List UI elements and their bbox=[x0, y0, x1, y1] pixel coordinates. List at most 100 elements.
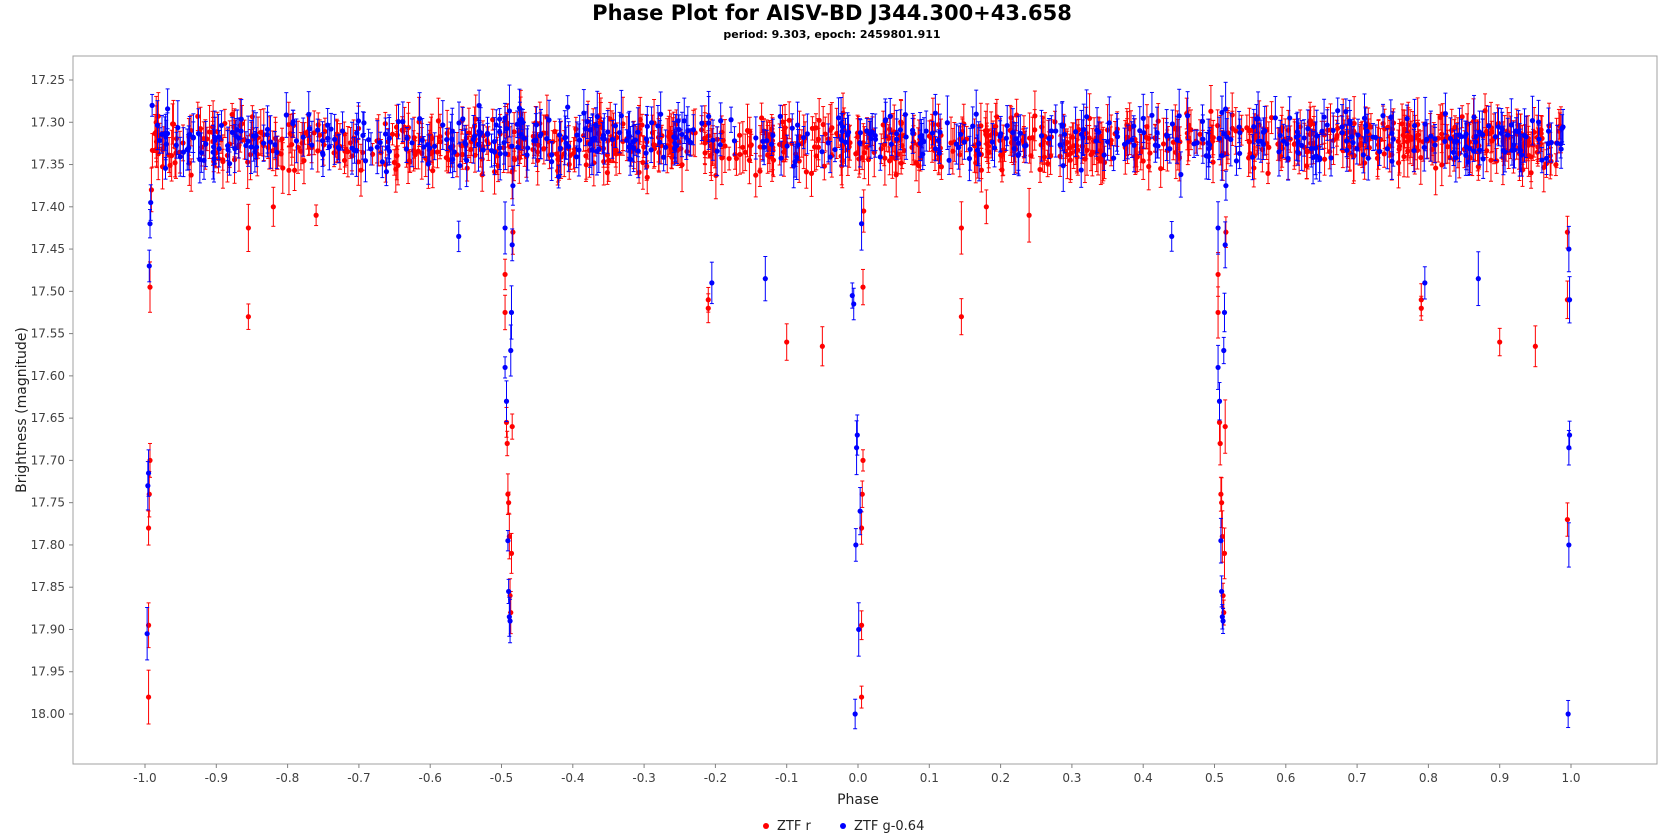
band-point bbox=[1381, 139, 1387, 168]
band-point bbox=[736, 122, 743, 149]
band-point bbox=[1439, 115, 1445, 154]
band-point bbox=[786, 101, 792, 140]
data-point bbox=[702, 140, 708, 146]
data-point bbox=[1233, 158, 1240, 164]
data-point bbox=[1564, 516, 1571, 523]
band-point bbox=[279, 127, 285, 151]
band-point bbox=[291, 149, 298, 192]
x-tick-label: 0.3 bbox=[1062, 771, 1081, 785]
data-point bbox=[881, 142, 887, 148]
data-point bbox=[705, 305, 711, 311]
data-point bbox=[1497, 339, 1503, 345]
data-point bbox=[1404, 133, 1410, 140]
data-point bbox=[504, 440, 510, 447]
data-point bbox=[637, 117, 643, 123]
data-point bbox=[1459, 114, 1465, 120]
data-point bbox=[440, 122, 446, 128]
band-point bbox=[764, 129, 770, 152]
data-point bbox=[331, 150, 337, 156]
band-point bbox=[1069, 122, 1076, 152]
data-point bbox=[311, 130, 317, 136]
data-point bbox=[958, 314, 964, 320]
y-tick-label: 17.85 bbox=[31, 580, 65, 594]
eclipse-point bbox=[1219, 477, 1225, 529]
data-point bbox=[291, 167, 298, 173]
band-point bbox=[1169, 109, 1176, 139]
band-point bbox=[748, 133, 754, 156]
data-point bbox=[552, 128, 558, 135]
band-point bbox=[407, 150, 413, 173]
data-point bbox=[958, 225, 964, 231]
band-point bbox=[389, 123, 396, 146]
data-point bbox=[342, 148, 348, 154]
band-point bbox=[437, 127, 444, 157]
data-point bbox=[1186, 122, 1192, 128]
y-tick-label: 17.25 bbox=[31, 73, 65, 87]
data-point bbox=[950, 148, 956, 154]
eclipse-point bbox=[270, 186, 276, 227]
data-point bbox=[1069, 134, 1076, 140]
data-point bbox=[1244, 125, 1250, 131]
data-point bbox=[503, 419, 510, 425]
data-point bbox=[1528, 154, 1534, 160]
data-point bbox=[859, 491, 865, 497]
data-point bbox=[746, 157, 753, 163]
data-point bbox=[512, 157, 518, 163]
data-point bbox=[1368, 124, 1374, 130]
data-point bbox=[1525, 138, 1532, 145]
band-point bbox=[1244, 114, 1250, 141]
band-point bbox=[1304, 152, 1310, 180]
data-point bbox=[1215, 309, 1221, 316]
data-point bbox=[999, 167, 1005, 173]
band-point bbox=[1114, 112, 1120, 152]
band-point bbox=[808, 149, 815, 197]
x-tick-label: -0.1 bbox=[775, 771, 798, 785]
data-point bbox=[978, 167, 984, 173]
data-point bbox=[1321, 156, 1328, 162]
band-point bbox=[243, 131, 249, 160]
data-point bbox=[1362, 160, 1368, 166]
data-point bbox=[1147, 150, 1153, 156]
band-point bbox=[816, 98, 822, 143]
eclipse-point bbox=[1564, 502, 1571, 537]
data-point bbox=[1146, 163, 1152, 170]
eclipse-point bbox=[1222, 399, 1228, 454]
band-point bbox=[985, 128, 991, 164]
band-point bbox=[740, 121, 746, 174]
data-point bbox=[1397, 143, 1403, 149]
data-point bbox=[1221, 550, 1228, 556]
y-tick-label: 17.90 bbox=[31, 622, 65, 636]
data-point bbox=[1418, 154, 1424, 161]
data-point bbox=[808, 170, 815, 177]
data-point bbox=[858, 622, 865, 628]
x-tick-label: 0.8 bbox=[1419, 771, 1438, 785]
band-point bbox=[667, 109, 673, 155]
band-point bbox=[1026, 112, 1033, 164]
band-point bbox=[440, 100, 446, 150]
eclipse-point bbox=[784, 323, 790, 361]
data-point bbox=[1266, 144, 1272, 151]
band-point bbox=[742, 133, 748, 172]
data-point bbox=[1101, 152, 1107, 158]
data-point bbox=[961, 121, 967, 127]
y-tick-label: 17.50 bbox=[31, 284, 65, 298]
data-point bbox=[1532, 343, 1538, 349]
band-point bbox=[813, 113, 819, 143]
data-point bbox=[613, 147, 619, 153]
band-point bbox=[1233, 146, 1240, 176]
data-point bbox=[497, 151, 503, 157]
data-point bbox=[172, 160, 178, 166]
data-point bbox=[157, 137, 163, 144]
data-point bbox=[742, 149, 748, 155]
data-point bbox=[1045, 160, 1051, 167]
data-point bbox=[985, 143, 991, 149]
eclipse-point bbox=[508, 532, 515, 574]
plot-area bbox=[72, 55, 1658, 765]
data-point bbox=[243, 142, 249, 149]
data-point bbox=[887, 158, 893, 164]
x-tick-label: -0.7 bbox=[347, 771, 370, 785]
data-point bbox=[1134, 154, 1140, 160]
data-point bbox=[1146, 135, 1152, 142]
data-point bbox=[511, 129, 517, 135]
data-point bbox=[1067, 157, 1073, 163]
